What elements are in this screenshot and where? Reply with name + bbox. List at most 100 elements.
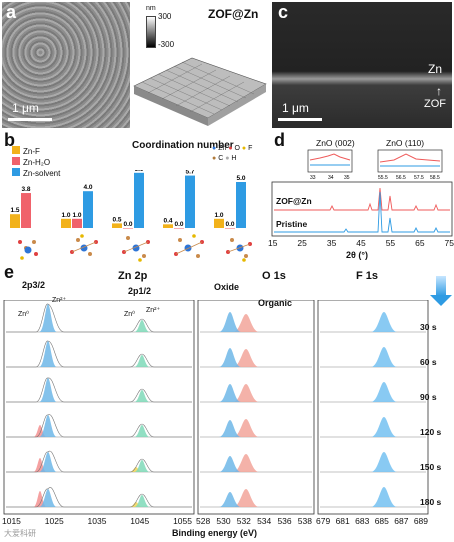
bar-value-label: 6.0	[134, 170, 143, 173]
oxide-peak	[219, 492, 241, 507]
panel-a-title: ZOF@Zn	[208, 7, 259, 21]
xps-frame	[197, 300, 315, 515]
zn-envelope	[6, 414, 192, 438]
watermark: 大爱科研	[4, 529, 36, 538]
bar-3-2	[185, 175, 195, 228]
label-zn0-a: Zn⁰	[18, 311, 29, 318]
f1s-peak	[370, 382, 398, 402]
colorbar-min: -300	[158, 40, 175, 49]
time-180: 180 s	[420, 497, 442, 507]
bar-2-1	[123, 228, 133, 229]
panel-d-letter: d	[274, 130, 285, 150]
f1s-peak	[370, 487, 398, 507]
legend-znsolvent: Zn-solvent	[12, 168, 60, 178]
organic-peak	[232, 489, 260, 507]
xps-frame	[3, 300, 195, 515]
zn-envelope	[6, 303, 192, 333]
bar-value-label: 5.0	[236, 175, 245, 182]
panel-a-scale-bar	[8, 118, 52, 121]
zn2p12-peak	[134, 320, 150, 332]
organic-peak	[232, 419, 260, 437]
f1s-peak	[370, 347, 398, 367]
zn2p32-peak	[39, 415, 57, 437]
oxide-peak	[219, 312, 241, 332]
bar-3-1	[174, 228, 184, 229]
label-pristine: Pristine	[276, 219, 308, 229]
oxide-peak	[219, 420, 241, 437]
zn2p32-peak	[39, 452, 57, 472]
bar-4-0	[214, 218, 224, 228]
time-arrow-head	[430, 295, 452, 306]
svg-text:56.5: 56.5	[396, 175, 406, 181]
zn2p12-peak	[134, 425, 150, 437]
zn-envelope	[6, 340, 192, 368]
svg-text:35: 35	[344, 175, 350, 181]
bar-2-0	[112, 223, 122, 228]
bar-value-label: 1.0	[214, 212, 223, 219]
organic-peak	[232, 384, 260, 402]
bar-value-label: 1.5	[10, 207, 19, 214]
bar-value-label: 4.0	[83, 184, 92, 191]
panel-e-letter: e	[4, 262, 15, 282]
label-zn2-a: Zn²⁺	[52, 297, 67, 304]
bar-1-2	[83, 191, 93, 228]
time-labels: 30 s 60 s 90 s 120 s 150 s 180 s	[420, 310, 441, 520]
bar-1-1	[72, 218, 82, 228]
panel-b-title: Coordination number	[132, 140, 234, 151]
svg-text:33: 33	[310, 175, 316, 181]
panel-e-xlabel: Binding energy (eV)	[172, 528, 258, 538]
label-zn0-b: Zn⁰	[124, 311, 135, 318]
panel-e-xps-spectra	[3, 300, 429, 515]
panel-c-arrow: ↑	[436, 84, 442, 98]
zn2p12-peak	[134, 355, 150, 367]
panel-a-scale-label: 1 μm	[12, 101, 39, 115]
bar-1-0	[61, 218, 71, 228]
bar-3-0	[163, 224, 173, 228]
panel-d-xrd-plot: 33 34 35 55.5 56.5 57.5 58.5	[271, 149, 453, 237]
panel-b-bar-chart: 1.53.81.01.04.00.50.06.00.40.05.71.00.05…	[10, 170, 246, 229]
zn2p32-peak	[39, 341, 57, 367]
panel-a-afm-surface	[133, 57, 267, 126]
f1s-peak	[370, 312, 398, 332]
f1s-peak	[370, 417, 398, 437]
bar-0-1	[21, 193, 31, 228]
legend-znf: Zn-F	[12, 146, 40, 156]
f1s-peak	[370, 452, 398, 472]
colorbar-unit: nm	[146, 5, 156, 12]
time-30: 30 s	[420, 322, 437, 332]
panel-c-zof-label: ZOF	[424, 98, 446, 110]
svg-text:58.5: 58.5	[430, 175, 440, 181]
bar-value-label: 5.7	[185, 170, 194, 176]
zn-envelope	[6, 377, 192, 403]
zn2p32-peak	[39, 489, 57, 507]
label-organic: Organic	[258, 298, 293, 308]
panel-a-colorbar	[146, 16, 156, 48]
svg-text:55.5: 55.5	[378, 175, 388, 181]
legend-znh2o: Zn-H₂O	[12, 157, 50, 167]
bar-value-label: 1.0	[61, 212, 70, 219]
zn2p12-peak	[134, 390, 150, 402]
bar-value-label: 0.4	[163, 217, 172, 224]
bar-value-label: 0.0	[225, 221, 234, 228]
label-oxide: Oxide	[214, 282, 240, 292]
panel-c-letter: c	[278, 2, 289, 22]
f-xticks: 679 681 683 685 687 689	[316, 516, 428, 526]
panel-b-molecule-structures	[18, 234, 252, 262]
zn2p32-peak	[39, 304, 57, 332]
panel-c-zn-label: Zn	[428, 62, 443, 76]
inset-110-title: ZnO (110)	[386, 138, 425, 148]
o1s-title: O 1s	[262, 270, 286, 282]
xps-frame	[317, 300, 429, 515]
svg-text:34: 34	[328, 175, 334, 181]
bar-0-0	[10, 214, 20, 228]
oxide-peak	[219, 348, 241, 367]
panel-d-xticks: 15 25 35 45 55 65 75	[268, 238, 454, 248]
bar-value-label: 0.0	[123, 221, 132, 228]
label-zof-zn: ZOF@Zn	[276, 196, 312, 206]
zn-envelope	[6, 487, 192, 508]
oxide-peak	[219, 456, 241, 472]
time-90: 90 s	[420, 392, 437, 402]
bar-2-2	[134, 172, 144, 228]
zn2p32-peak	[39, 378, 57, 402]
time-60: 60 s	[420, 357, 437, 367]
